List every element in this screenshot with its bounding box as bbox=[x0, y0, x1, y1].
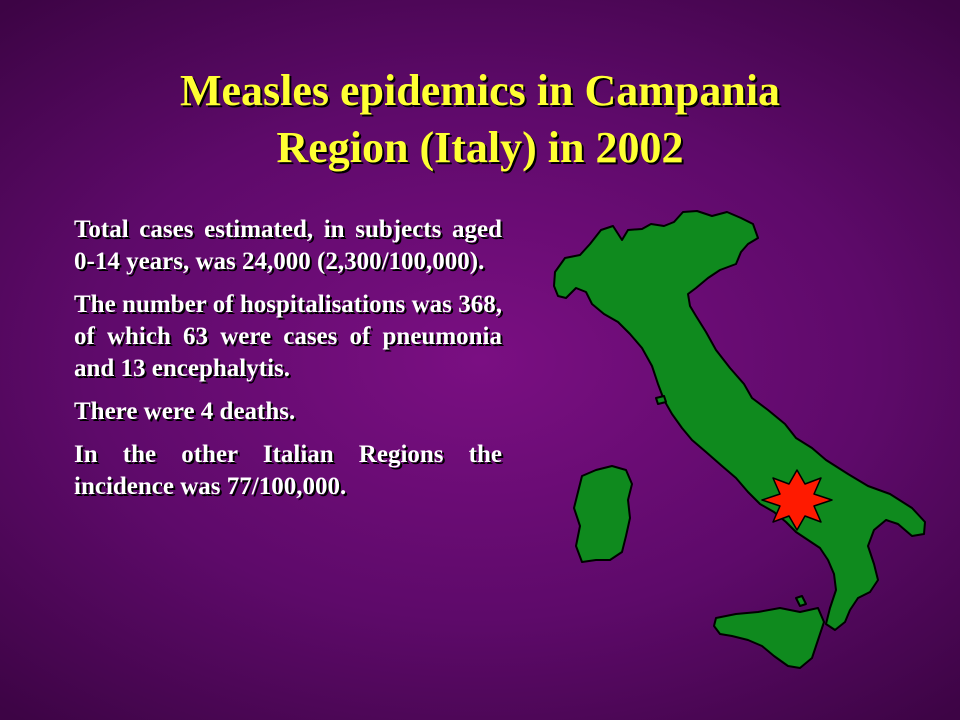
island-north bbox=[655, 395, 667, 405]
italy-mainland bbox=[553, 210, 926, 631]
sardinia bbox=[573, 465, 633, 563]
paragraph-hospitalisations: The number of hospitalisations was 368, … bbox=[74, 291, 502, 382]
paragraph-other-regions: In the other Italian Regions the inciden… bbox=[74, 441, 502, 500]
title-line-1: Measles epidemics in Campania bbox=[179, 66, 781, 115]
starburst-icon bbox=[761, 469, 833, 531]
italy-map bbox=[553, 210, 926, 669]
slide-title: Measles epidemics in Campania Region (It… bbox=[0, 62, 960, 176]
body-text: Total cases estimated, in subjects aged … bbox=[74, 214, 502, 514]
paragraph-total-cases: Total cases estimated, in subjects aged … bbox=[74, 216, 502, 275]
island-aeolian bbox=[795, 595, 807, 607]
title-line-2: Region (Italy) in 2002 bbox=[276, 123, 684, 172]
paragraph-deaths: There were 4 deaths. bbox=[74, 398, 296, 425]
sicily bbox=[713, 607, 825, 669]
